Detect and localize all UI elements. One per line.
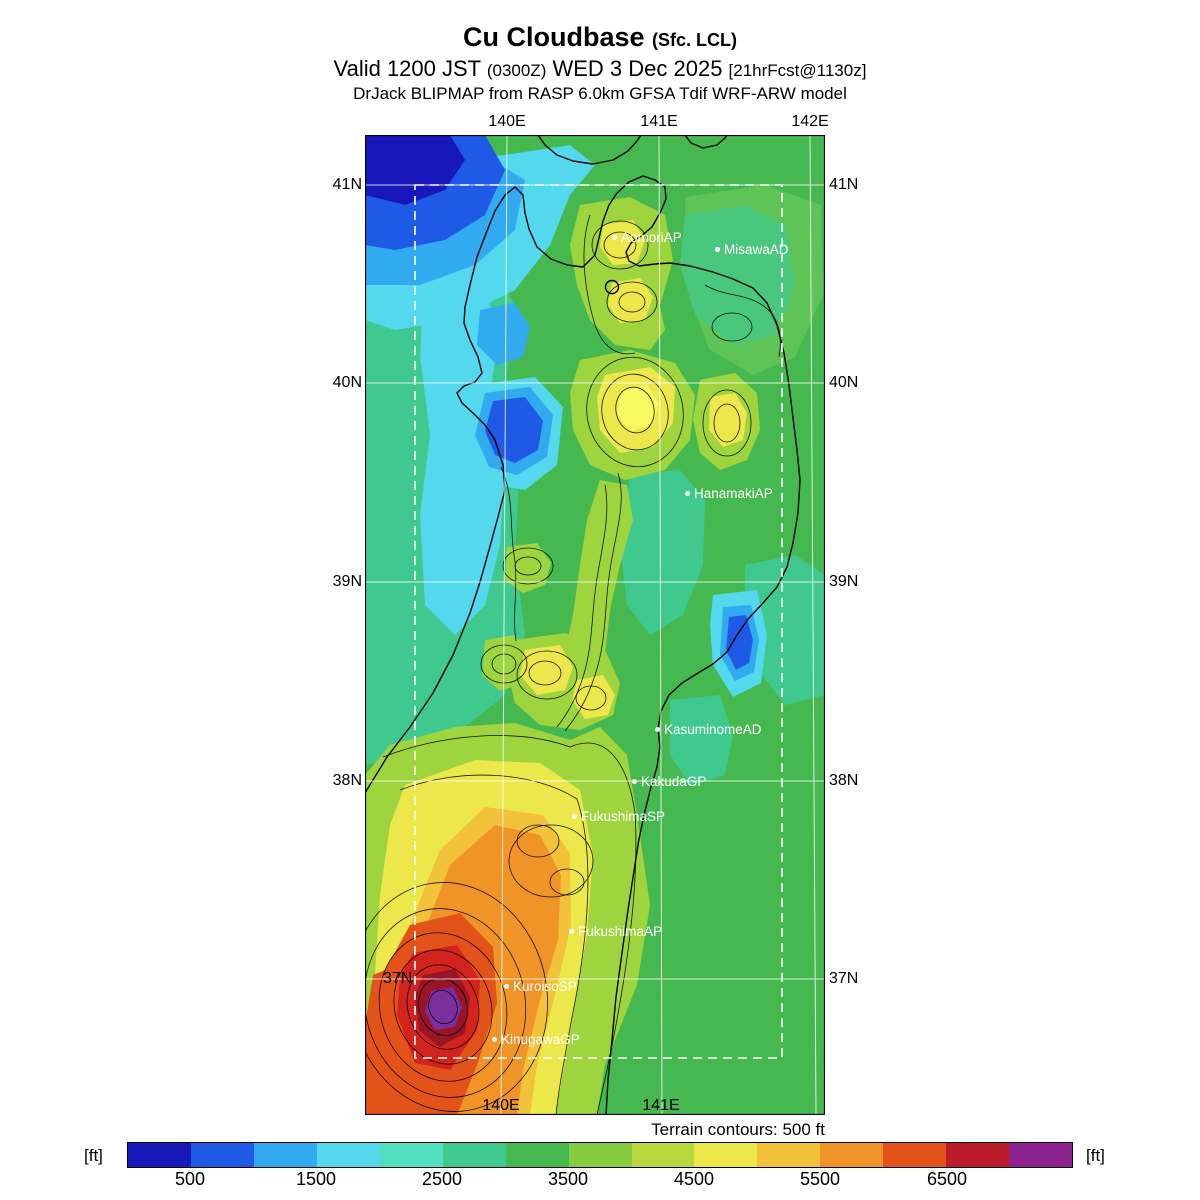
model-domain-box [414,184,783,1059]
map-marker-fukushima-ap: FukushimaAP [569,924,662,939]
axis-label-right-37n: 37N [829,970,859,987]
axis-label-left-38n: 38N [332,772,362,789]
coastline [365,135,801,1115]
location-label: KinugawaGP [501,1032,580,1047]
title-main: Cu Cloudbase [462,22,645,52]
colorbar-segment [505,1143,569,1167]
map-marker-aomori-ap: AomoriAP [612,230,682,245]
colorbar-tick-5500: 5500 [799,1169,841,1189]
colorbar-segment [568,1143,632,1167]
valid-date: WED 3 Dec 2025 [546,56,729,81]
forecast-map [365,135,825,1115]
colorbar [127,1142,1073,1168]
colorbar-tick-500: 500 [174,1169,206,1189]
colorbar-tick-2500: 2500 [421,1169,463,1189]
valid-prefix: Valid 1200 JST [333,56,487,81]
lake-towada [604,279,620,295]
colorbar-tick-1500: 1500 [295,1169,337,1189]
map-marker-misawa-ad: MisawaAD [715,242,789,257]
location-dot-icon [612,235,617,240]
axis-label-left-41n: 41N [332,176,362,193]
map-marker-kasuminome-ad: KasuminomeAD [655,722,762,737]
axis-label-left-37n: 37N [383,970,413,987]
location-dot-icon [715,247,720,252]
map-frame [365,135,825,1115]
location-label: MisawaAD [724,242,789,257]
valid-time-line: Valid 1200 JST (0300Z) WED 3 Dec 2025 [2… [0,56,1200,82]
colorbar-tick-4500: 4500 [673,1169,715,1189]
terrain-contours-note: Terrain contours: 500 ft [651,1120,825,1139]
location-label: HanamakiAP [694,486,773,501]
colorbar-tick-3500: 3500 [547,1169,589,1189]
location-dot-icon [655,727,660,732]
axis-label-top-142e: 142E [791,113,829,130]
axis-label-bottom-140e: 140E [482,1097,520,1114]
axis-label-top-141e: 141E [640,113,678,130]
colorbar-segment [253,1143,317,1167]
colorbar-segment [757,1143,821,1167]
location-dot-icon [685,491,690,496]
page-title: Cu Cloudbase (Sfc. LCL) [0,22,1200,53]
colorbar-unit-left: [ft] [84,1146,103,1165]
map-marker-fukushima-sp: FukushimaSP [572,809,665,824]
location-dot-icon [504,984,509,989]
colorbar-segment [190,1143,254,1167]
axis-label-bottom-141e: 141E [642,1097,680,1114]
axis-label-left-39n: 39N [332,573,362,590]
location-dot-icon [492,1037,497,1042]
location-label: FukushimaAP [578,924,663,939]
colorbar-segment [379,1143,443,1167]
colorbar-segment [128,1143,191,1167]
location-label: AomoriAP [621,230,682,245]
latlon-grid [365,135,825,1115]
valid-fcst: [21hrFcst@1130z] [728,61,867,80]
axis-label-right-38n: 38N [829,772,859,789]
colorbar-segment [316,1143,380,1167]
location-dot-icon [572,814,577,819]
axis-label-top-140e: 140E [488,113,526,130]
colorbar-segment [1009,1143,1073,1167]
axis-label-left-40n: 40N [332,374,362,391]
colorbar-segment [631,1143,695,1167]
terrain-contour-lines [365,214,781,1115]
location-dot-icon [632,779,637,784]
colorbar-segment [442,1143,506,1167]
map-marker-kakuda-gp: KakudaGP [632,774,706,789]
map-marker-hanamaki-ap: HanamakiAP [685,486,773,501]
colorbar-segment [946,1143,1010,1167]
field-fill-regions [365,135,825,1115]
colorbar-segment [694,1143,758,1167]
location-label: KakudaGP [641,774,707,789]
location-label: FukushimaSP [581,809,666,824]
location-label: KuroisoSP [513,979,577,994]
location-label: KasuminomeAD [664,722,762,737]
title-suffix: (Sfc. LCL) [652,30,738,50]
map-marker-kinugawa-gp: KinugawaGP [492,1032,580,1047]
colorbar-tick-6500: 6500 [926,1169,968,1189]
valid-zulu: (0300Z) [486,61,547,80]
colorbar-unit-right: [ft] [1086,1146,1105,1165]
map-marker-kuroiso-sp: KuroisoSP [504,979,577,994]
colorbar-segment [883,1143,947,1167]
model-line: DrJack BLIPMAP from RASP 6.0km GFSA Tdif… [353,84,847,103]
axis-label-right-40n: 40N [829,374,859,391]
colorbar-segment [820,1143,884,1167]
axis-label-right-41n: 41N [829,176,859,193]
axis-label-right-39n: 39N [829,573,859,590]
location-dot-icon [569,929,574,934]
